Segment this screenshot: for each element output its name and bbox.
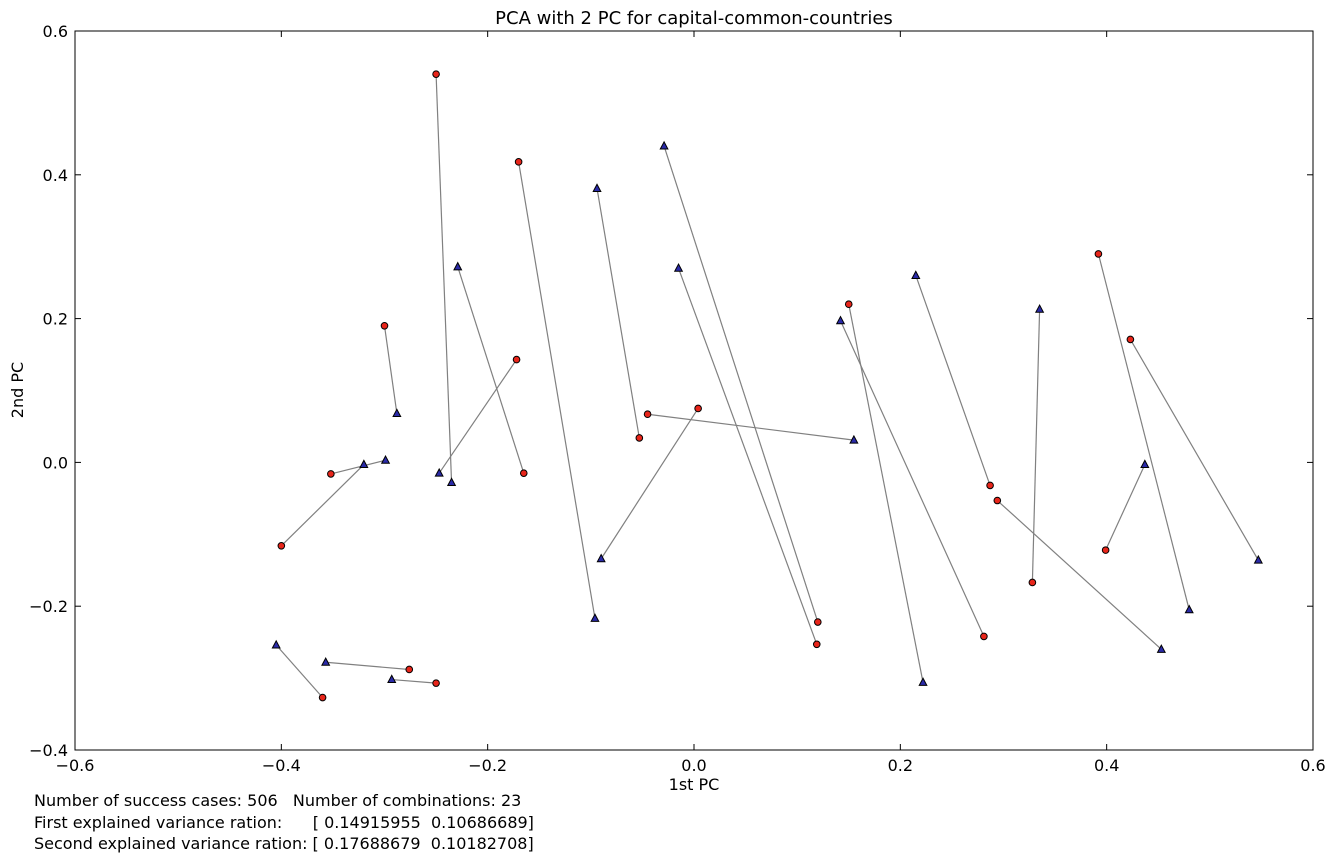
circle-point-5 — [277, 542, 286, 550]
circle-point-6 — [519, 469, 528, 477]
link-line-10 — [848, 304, 924, 683]
triangle-point-2 — [453, 261, 463, 271]
link-line-6 — [457, 266, 525, 474]
triangle-point-19 — [1156, 644, 1166, 653]
link-line-11 — [663, 145, 819, 623]
triangle-point-15 — [918, 677, 928, 686]
circle-point-19 — [1101, 546, 1110, 554]
triangle-point-8 — [592, 183, 602, 192]
chart-title: PCA with 2 PC for capital-common-countri… — [495, 8, 893, 29]
first-variance-text: First explained variance ration: [ 0.149… — [34, 813, 534, 832]
link-line-9 — [600, 408, 699, 560]
x-tick-label-3: 0.0 — [681, 756, 706, 775]
circle-point-22 — [318, 693, 327, 702]
triangle-point-4 — [434, 467, 444, 477]
triangle-point-6 — [359, 459, 369, 469]
circle-point-20 — [405, 665, 414, 674]
triangle-point-13 — [911, 270, 921, 279]
second-variance-text: Second explained variance ration: [ 0.17… — [34, 834, 534, 853]
circle-point-2 — [380, 321, 389, 330]
triangle-point-1 — [659, 140, 669, 150]
triangle-point-21 — [387, 674, 397, 684]
triangle-point-16 — [1184, 604, 1194, 614]
y-tick-label-3: 0.2 — [43, 310, 68, 329]
circle-point-15 — [1028, 578, 1037, 587]
circle-point-21 — [432, 679, 440, 687]
link-line-12 — [677, 268, 818, 645]
data-markers — [271, 70, 1263, 702]
x-tick-label-5: 0.4 — [1094, 756, 1119, 775]
circle-point-1 — [514, 158, 523, 166]
triangle-point-22 — [271, 639, 281, 649]
circle-point-7 — [635, 434, 644, 442]
link-lines — [275, 74, 1259, 698]
y-tick-label-4: 0.4 — [43, 166, 68, 185]
link-line-5 — [280, 464, 365, 547]
circle-point-18 — [1126, 335, 1135, 344]
triangle-point-11 — [835, 315, 846, 325]
link-line-19 — [1105, 464, 1146, 551]
success-cases-text: Number of success cases: 506 Number of c… — [34, 791, 522, 810]
link-line-7 — [596, 188, 640, 439]
triangle-point-0 — [446, 477, 457, 487]
circle-point-16 — [980, 632, 988, 641]
triangle-point-18 — [1140, 459, 1150, 469]
link-line-2 — [383, 325, 398, 414]
link-line-1 — [518, 161, 596, 619]
triangle-point-10 — [849, 434, 859, 444]
circle-point-4 — [327, 470, 335, 478]
link-line-13 — [915, 275, 991, 486]
circle-point-11 — [814, 618, 822, 626]
triangle-point-20 — [321, 657, 331, 666]
link-line-14 — [996, 500, 1162, 650]
y-tick-label-2: 0.0 — [43, 453, 68, 472]
link-line-15 — [1031, 309, 1041, 583]
x-tick-label-6: 0.6 — [1300, 756, 1325, 775]
y-tick-label-1: −0.2 — [29, 597, 68, 616]
link-line-20 — [325, 661, 410, 671]
link-line-17 — [1097, 253, 1190, 610]
circle-point-14 — [993, 496, 1002, 505]
x-tick-label-0: −0.6 — [56, 756, 95, 775]
x-tick-label-4: 0.2 — [888, 756, 913, 775]
circle-point-8 — [643, 410, 652, 419]
y-tick-label-5: 0.6 — [43, 22, 68, 41]
triangle-point-7 — [590, 613, 600, 622]
triangle-point-5 — [380, 454, 391, 464]
link-line-3 — [438, 359, 518, 474]
circle-point-0 — [432, 70, 440, 78]
circle-point-13 — [986, 481, 994, 490]
link-line-18 — [1129, 339, 1259, 561]
x-tick-label-2: −0.2 — [468, 756, 507, 775]
triangle-point-3 — [392, 408, 402, 418]
link-line-22 — [275, 644, 324, 698]
circle-point-17 — [1094, 250, 1103, 258]
y-tick-label-0: −0.4 — [29, 741, 68, 760]
plot-frame — [74, 30, 1314, 751]
link-line-0 — [435, 74, 453, 483]
axis-ticks: −0.6 −0.4 −0.2 0.0 0.2 0.4 0.6−0.4−0.20.00.20.… — [29, 22, 1326, 775]
triangle-point-17 — [1253, 554, 1263, 564]
circle-point-3 — [512, 355, 521, 364]
circle-point-10 — [844, 300, 853, 309]
x-axis-label: 1st PC — [669, 775, 720, 794]
x-tick-label-1: −0.4 — [262, 756, 301, 775]
circle-point-12 — [812, 640, 821, 649]
link-line-21 — [391, 678, 437, 684]
triangle-point-12 — [673, 262, 684, 272]
triangle-point-14 — [1034, 303, 1045, 313]
link-line-16 — [839, 320, 985, 637]
y-axis-label: 2nd PC — [8, 362, 27, 418]
link-line-8 — [647, 413, 854, 441]
link-line-4 — [330, 459, 386, 475]
circle-point-9 — [694, 404, 702, 413]
triangle-point-9 — [596, 553, 606, 563]
